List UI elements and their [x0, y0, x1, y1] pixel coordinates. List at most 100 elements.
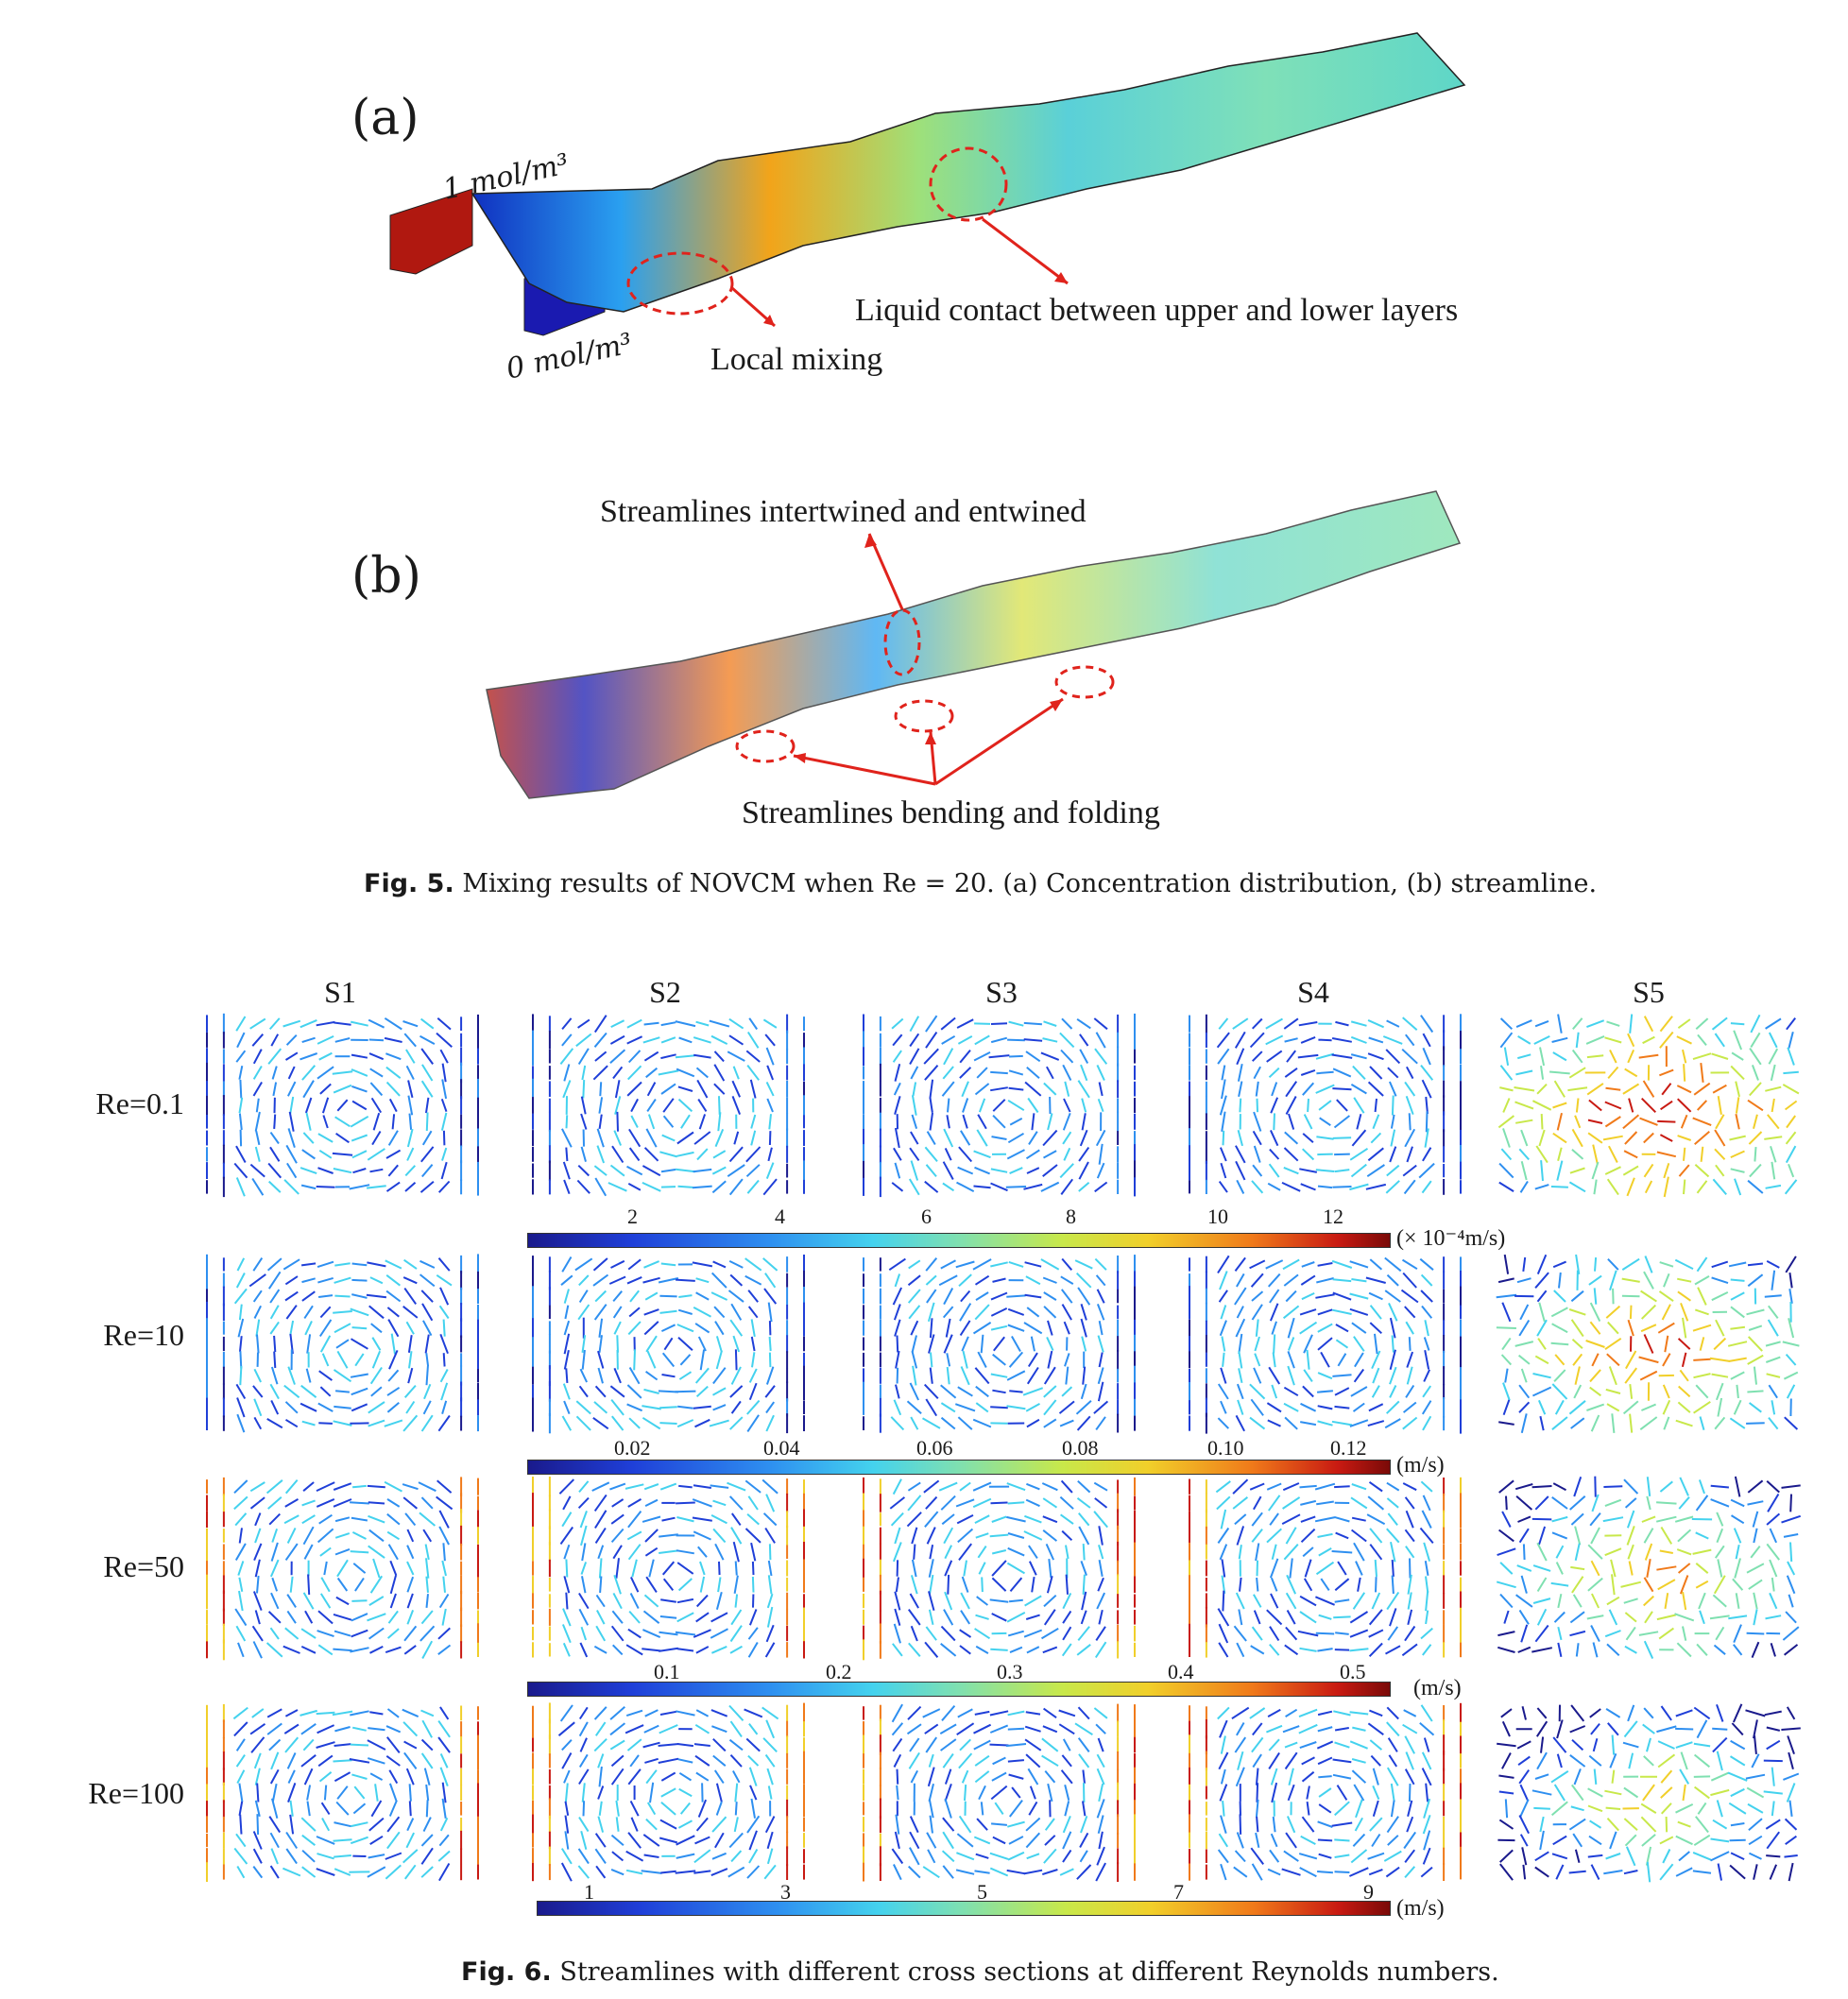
velocity-arrow [730, 1400, 742, 1414]
velocity-arrow [577, 1865, 590, 1879]
velocity-arrow [252, 1385, 264, 1398]
velocity-arrow [1287, 1365, 1295, 1386]
velocity-arrow [1059, 1163, 1074, 1179]
velocity-arrow [1663, 1273, 1670, 1288]
velocity-arrow [1407, 1800, 1413, 1818]
velocity-arrow [1076, 1497, 1091, 1509]
velocity-arrow [1514, 1341, 1534, 1347]
velocity-arrow [1082, 1574, 1086, 1595]
velocity-arrow [1608, 1366, 1617, 1386]
velocity-arrow [1501, 1337, 1512, 1351]
velocity-arrow [609, 1482, 626, 1491]
velocity-arrow [366, 1293, 387, 1299]
velocity-arrow [1732, 1578, 1744, 1591]
velocity-arrow [578, 1753, 589, 1768]
velocity-arrow [896, 1785, 899, 1801]
velocity-arrow [1640, 1304, 1657, 1320]
velocity-arrow [252, 1831, 263, 1850]
velocity-arrow [1317, 1262, 1333, 1267]
velocity-arrow [372, 1112, 381, 1131]
velocity-arrow [1333, 1710, 1351, 1717]
velocity-arrow [626, 1530, 642, 1541]
velocity-arrow [1517, 1646, 1531, 1653]
velocity-arrow [911, 1350, 918, 1369]
velocity-arrow [1332, 1758, 1352, 1764]
velocity-arrow [692, 1498, 712, 1508]
velocity-arrow [642, 1648, 661, 1652]
velocity-arrow [302, 1738, 315, 1751]
velocity-arrow [1236, 1722, 1245, 1736]
velocity-arrow [1079, 1850, 1088, 1863]
velocity-arrow [599, 1576, 603, 1594]
velocity-arrow [1746, 1308, 1765, 1316]
velocity-arrow [610, 1834, 625, 1847]
velocity-arrow [1658, 1627, 1674, 1640]
velocity-arrow [301, 1834, 317, 1846]
velocity-arrow [1551, 1036, 1568, 1043]
velocity-arrow [1390, 1800, 1395, 1818]
velocity-arrow [1320, 1578, 1330, 1591]
velocity-arrow [1094, 1181, 1108, 1193]
velocity-arrow [285, 1831, 299, 1850]
velocity-arrow [1093, 1400, 1109, 1414]
velocity-arrow [765, 1719, 776, 1739]
velocity-arrow [750, 1130, 757, 1146]
velocity-arrow [1217, 1048, 1230, 1065]
velocity-arrow [1268, 1738, 1280, 1751]
velocity-arrow [270, 1592, 280, 1610]
velocity-arrow [301, 1514, 316, 1525]
velocity-arrow [1220, 1815, 1227, 1834]
velocity-arrow [1332, 1136, 1352, 1139]
velocity-arrow [1284, 1131, 1299, 1145]
velocity-arrow [579, 1737, 588, 1752]
velocity-arrow [959, 1645, 971, 1655]
velocity-arrow [974, 1034, 990, 1046]
velocity-arrow [977, 1546, 987, 1559]
velocity-arrow [370, 1323, 383, 1334]
velocity-arrow [1237, 1063, 1243, 1082]
velocity-arrow [437, 1180, 451, 1193]
velocity-arrow [238, 1304, 243, 1321]
velocity-arrow [695, 1709, 710, 1717]
velocity-arrow [563, 1350, 570, 1370]
velocity-arrow [710, 1868, 728, 1877]
velocity-arrow [1574, 1543, 1581, 1562]
velocity-arrow [1695, 1531, 1709, 1540]
velocity-arrow [1063, 1321, 1070, 1335]
velocity-arrow [924, 1723, 939, 1734]
velocity-arrow [1695, 1563, 1709, 1574]
velocity-arrow [1352, 1726, 1366, 1732]
velocity-arrow [955, 1260, 975, 1269]
velocity-arrow [1078, 1753, 1090, 1768]
velocity-arrow [388, 1769, 399, 1785]
velocity-arrow [642, 1834, 660, 1847]
velocity-arrow [727, 1164, 745, 1178]
velocity-arrow [1640, 1816, 1657, 1833]
velocity-arrow [1367, 1147, 1384, 1162]
velocity-arrow [1337, 1353, 1347, 1367]
velocity-arrow [1697, 1287, 1707, 1306]
velocity-arrow [676, 1549, 694, 1555]
velocity-arrow [1784, 1416, 1799, 1430]
velocity-arrow [710, 1291, 728, 1301]
velocity-arrow [1568, 1308, 1586, 1316]
velocity-arrow [316, 1836, 335, 1845]
cb2-tick-5: 0.12 [1330, 1436, 1367, 1460]
velocity-arrow [744, 1274, 762, 1286]
velocity-arrow [642, 1181, 661, 1192]
velocity-arrow [676, 1419, 694, 1428]
bend-circle-1 [735, 729, 796, 763]
velocity-arrow [608, 1275, 626, 1285]
velocity-arrow [909, 1831, 920, 1850]
velocity-arrow [648, 1559, 655, 1578]
velocity-arrow [1640, 1324, 1657, 1333]
velocity-arrow [1570, 1805, 1584, 1812]
velocity-arrow [593, 1737, 607, 1752]
velocity-arrow [368, 1545, 385, 1559]
velocity-arrow [1299, 1867, 1317, 1878]
velocity-arrow [235, 1625, 247, 1642]
velocity-arrow [1606, 1353, 1620, 1367]
velocity-arrow [1401, 1643, 1418, 1657]
velocity-arrow [405, 1049, 416, 1064]
velocity-arrow [1044, 1769, 1056, 1784]
